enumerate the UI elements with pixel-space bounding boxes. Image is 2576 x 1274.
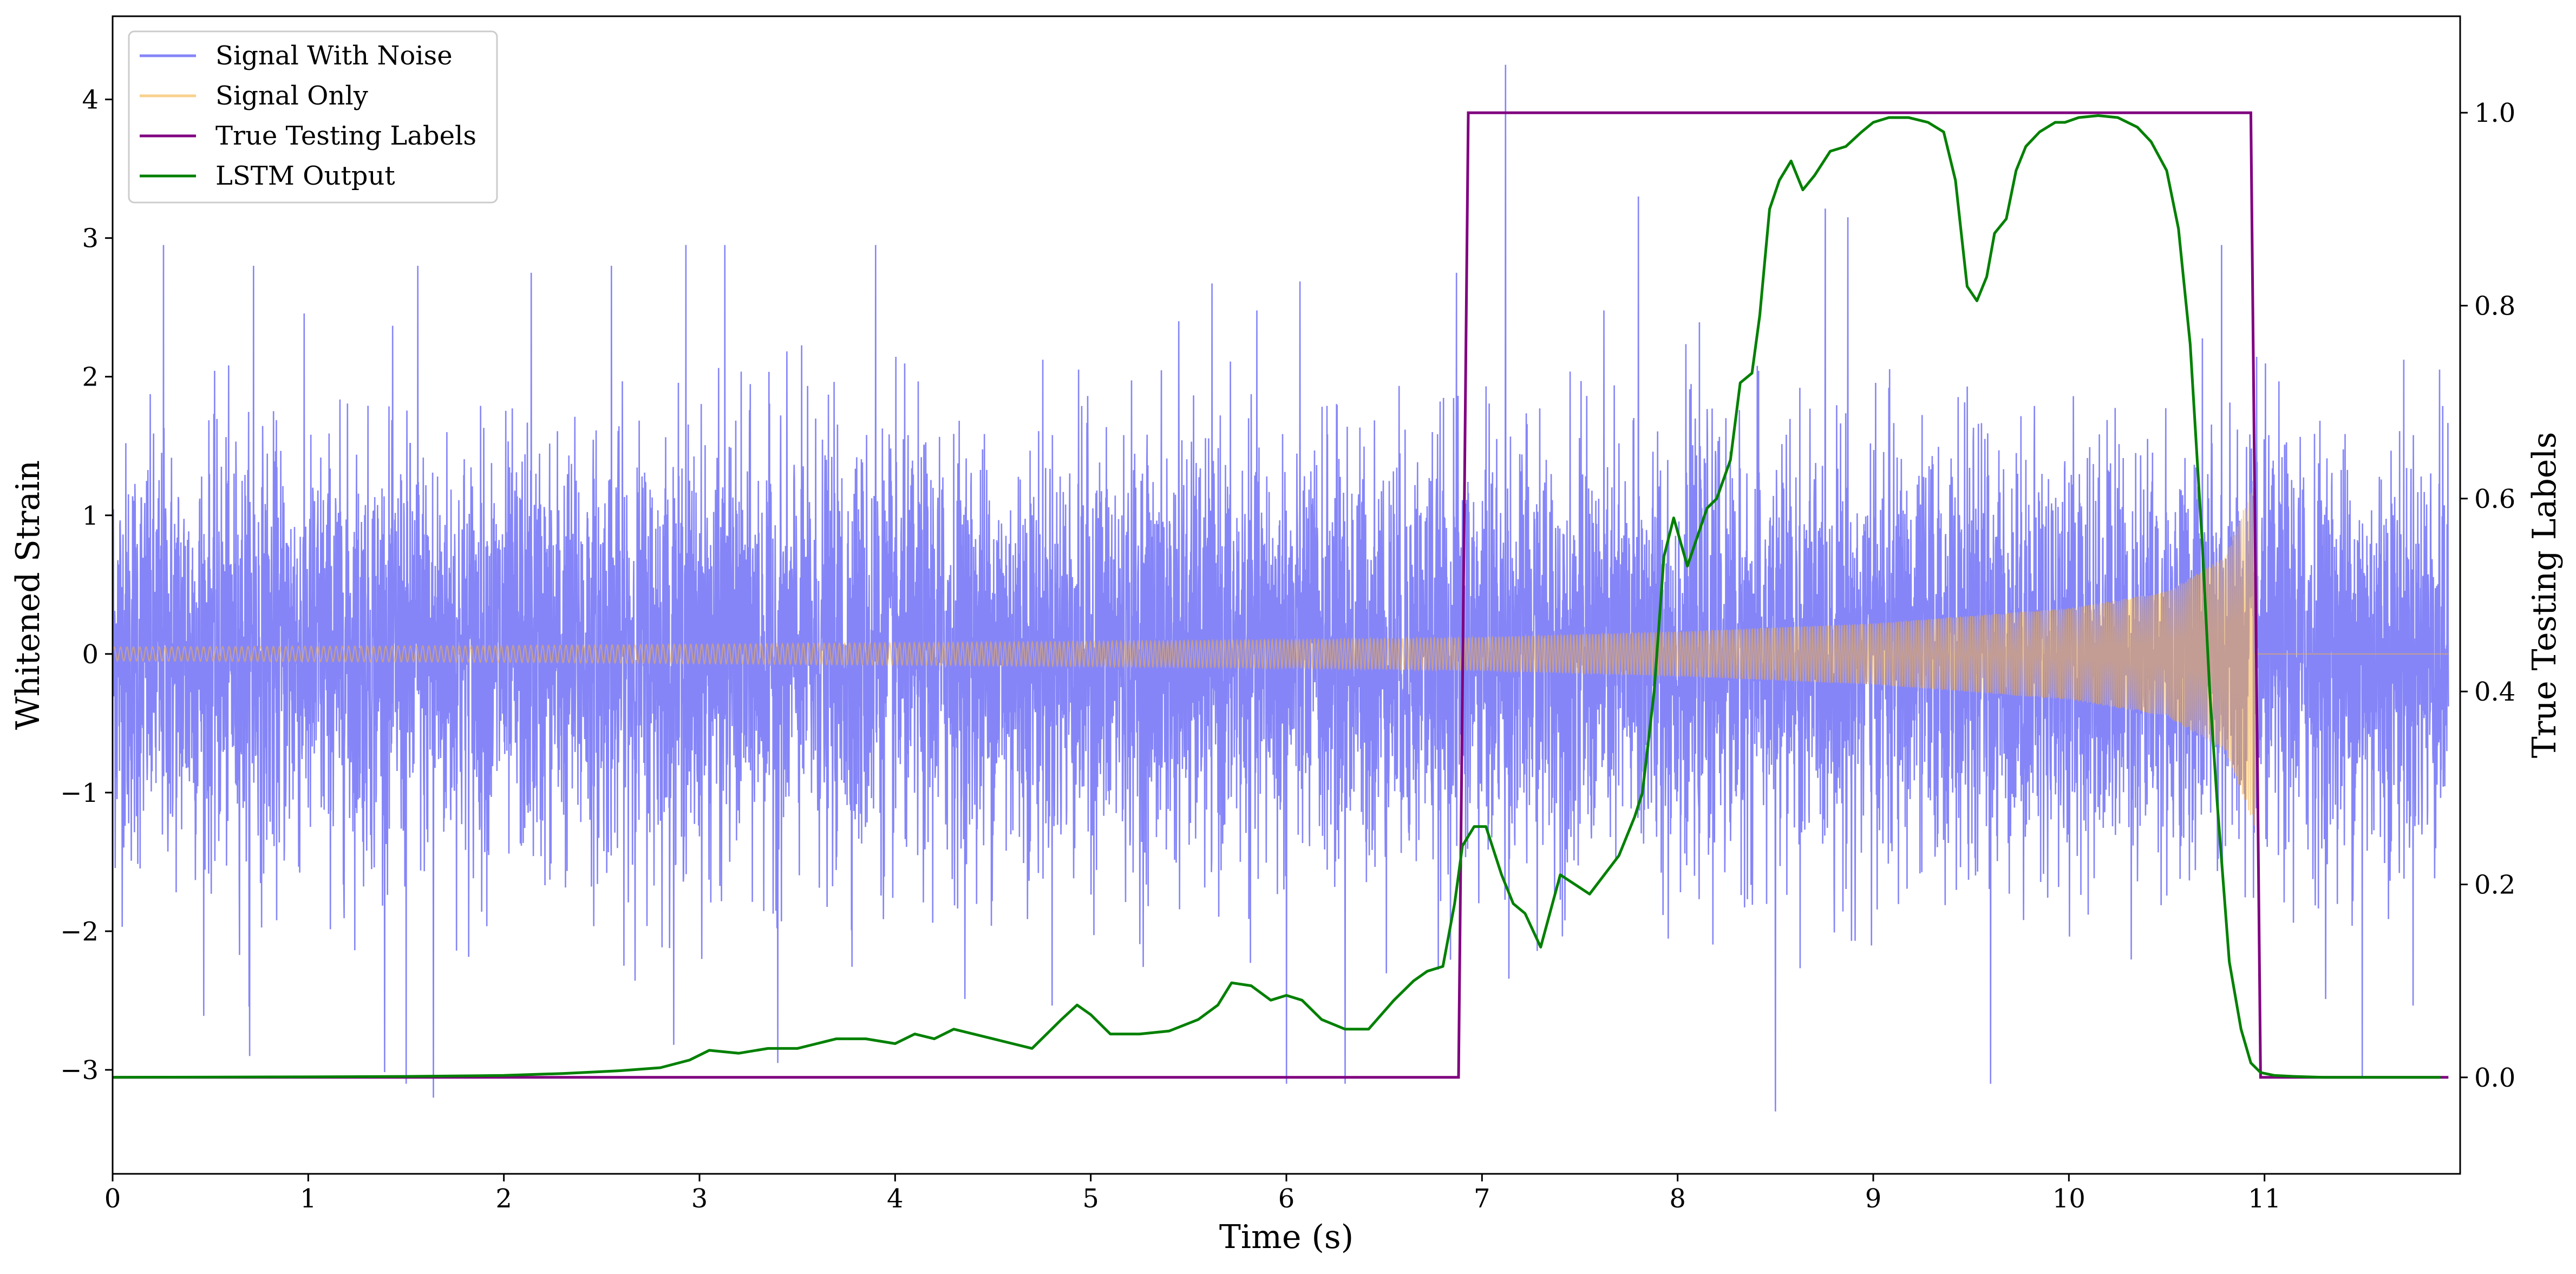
y-tick-label: 0 [82, 639, 99, 670]
x-axis-label: Time (s) [1219, 1218, 1354, 1256]
y-tick-label: 1 [82, 501, 99, 531]
y-axis-ticks: −3 −2 −1 0 1 2 3 4 [60, 85, 113, 1086]
series-layer [113, 64, 2449, 1112]
legend-label: Signal With Noise [215, 41, 453, 71]
y-tick-label: 2 [82, 362, 99, 393]
y-axis-label: Whitened Strain [9, 460, 47, 730]
x-tick-label: 3 [691, 1184, 708, 1214]
y-right-axis-ticks: 0.0 0.2 0.4 0.6 0.8 1.0 [2460, 98, 2515, 1093]
y-right-tick-label: 0.6 [2474, 484, 2515, 514]
y-right-tick-label: 0.2 [2474, 870, 2515, 900]
x-tick-label: 7 [1474, 1184, 1490, 1214]
legend-box [128, 30, 498, 204]
x-tick-label: 10 [2052, 1184, 2085, 1214]
series-lstm-output [113, 114, 2441, 1079]
legend-label: True Testing Labels [215, 121, 476, 151]
x-tick-label: 9 [1865, 1184, 1882, 1214]
y-tick-label: −2 [60, 917, 99, 947]
y-right-tick-label: 0.8 [2474, 291, 2515, 322]
series-signal-with-noise [113, 64, 2449, 1112]
x-tick-label: 11 [2248, 1184, 2281, 1214]
x-tick-label: 2 [495, 1184, 512, 1214]
x-tick-label: 1 [300, 1184, 317, 1214]
x-tick-label: 4 [887, 1184, 904, 1214]
series-signal-only [113, 487, 2449, 826]
y-tick-label: 4 [82, 85, 99, 115]
legend-label: Signal Only [215, 81, 368, 111]
x-tick-label: 5 [1082, 1184, 1099, 1214]
x-axis-ticks: 0 1 2 3 4 5 6 7 8 9 10 11 [104, 1174, 2281, 1214]
legend: Signal With Noise Signal Only True Testing… [128, 30, 498, 204]
legend-label: LSTM Output [215, 161, 395, 191]
y-right-tick-label: 0.0 [2474, 1063, 2515, 1093]
x-tick-label: 8 [1669, 1184, 1686, 1214]
y-tick-label: 3 [82, 224, 99, 254]
y-tick-label: −3 [60, 1055, 99, 1086]
x-tick-label: 6 [1278, 1184, 1295, 1214]
y-right-tick-label: 0.4 [2474, 677, 2515, 707]
x-tick-label: 0 [104, 1184, 121, 1214]
y-tick-label: −1 [60, 778, 99, 808]
y-right-axis-label: True Testing Labels [2526, 432, 2564, 759]
y-right-tick-label: 1.0 [2474, 98, 2515, 128]
